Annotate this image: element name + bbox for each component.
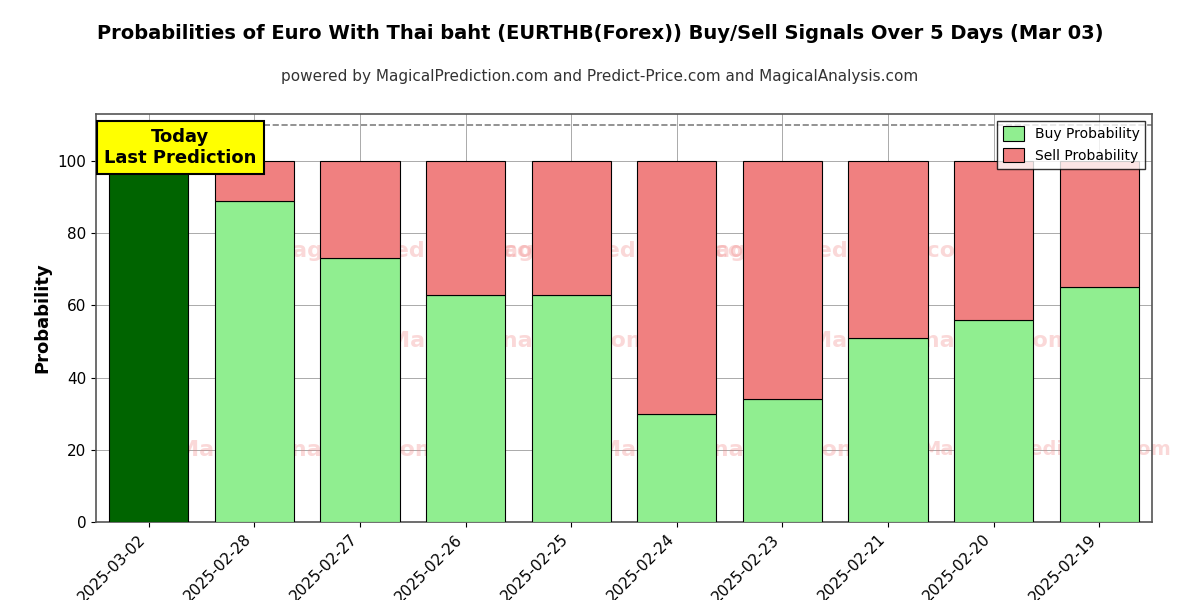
Bar <box>320 161 400 259</box>
Bar <box>743 161 822 399</box>
Bar <box>637 161 716 413</box>
Bar <box>215 200 294 522</box>
Bar <box>848 161 928 338</box>
Bar <box>320 259 400 522</box>
Text: MagicalAnalysis.com: MagicalAnalysis.com <box>810 331 1072 352</box>
Text: Today
Last Prediction: Today Last Prediction <box>104 128 257 167</box>
Bar <box>954 320 1033 522</box>
Bar <box>1060 161 1139 287</box>
Bar <box>215 161 294 200</box>
Bar <box>743 399 822 522</box>
Bar <box>426 295 505 522</box>
Bar <box>1060 287 1139 522</box>
Text: MagicalPrediction.com: MagicalPrediction.com <box>692 241 978 261</box>
Bar <box>109 161 188 522</box>
Text: MagicalPrediction.com: MagicalPrediction.com <box>270 241 556 261</box>
Bar <box>532 295 611 522</box>
Text: Probabilities of Euro With Thai baht (EURTHB(Forex)) Buy/Sell Signals Over 5 Day: Probabilities of Euro With Thai baht (EU… <box>97 24 1103 43</box>
Bar <box>426 161 505 295</box>
Text: MagicalAnalysis.com: MagicalAnalysis.com <box>176 440 438 460</box>
Y-axis label: Probability: Probability <box>34 263 52 373</box>
Legend: Buy Probability, Sell Probability: Buy Probability, Sell Probability <box>997 121 1145 169</box>
Text: MagicalPrediction.com: MagicalPrediction.com <box>922 440 1171 459</box>
Text: powered by MagicalPrediction.com and Predict-Price.com and MagicalAnalysis.com: powered by MagicalPrediction.com and Pre… <box>281 69 919 84</box>
Text: MagicalPrediction.com: MagicalPrediction.com <box>481 241 767 261</box>
Text: MagicalAnalysis.com: MagicalAnalysis.com <box>599 440 860 460</box>
Bar <box>954 161 1033 320</box>
Bar <box>532 161 611 295</box>
Bar <box>848 338 928 522</box>
Bar <box>637 413 716 522</box>
Text: MagicalAnalysis.com: MagicalAnalysis.com <box>388 331 649 352</box>
